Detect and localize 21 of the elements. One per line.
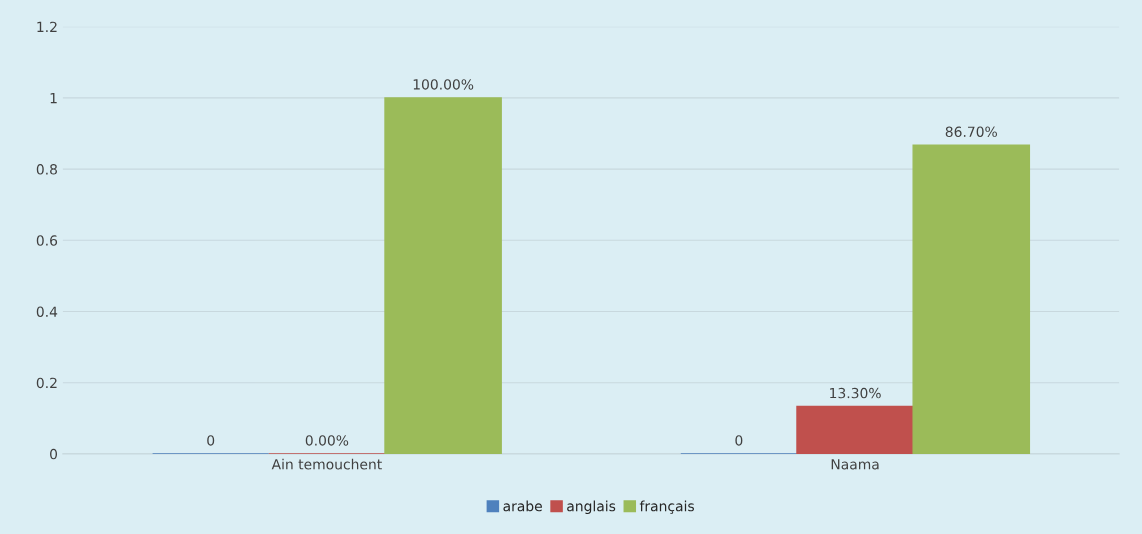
bar: [912, 144, 1031, 454]
bar: [384, 97, 502, 454]
legend-label: anglais: [567, 500, 616, 515]
data-label: 13.30%: [830, 387, 881, 399]
bar: [796, 405, 914, 454]
y-tick-label: 0: [50, 448, 58, 460]
data-label: 0.00%: [305, 435, 349, 446]
data-label: 86.70%: [945, 126, 997, 137]
legend-label: arabe: [503, 500, 542, 512]
y-tick-label: 1.2: [37, 21, 57, 32]
y-tick-label: 1: [50, 93, 57, 104]
y-tick-label: 0.2: [36, 377, 57, 389]
x-tick-label: Ain temouchent: [271, 458, 382, 470]
data-label: 0: [735, 435, 743, 446]
x-tick-label: Naama: [831, 459, 879, 470]
data-label: 0: [207, 435, 215, 446]
y-tick-label: 0.6: [36, 235, 58, 246]
y-tick-label: 0.8: [36, 164, 57, 175]
legend-label: français: [639, 500, 694, 514]
data-label: 100.00%: [413, 79, 474, 90]
y-tick-label: 0.4: [36, 306, 58, 317]
